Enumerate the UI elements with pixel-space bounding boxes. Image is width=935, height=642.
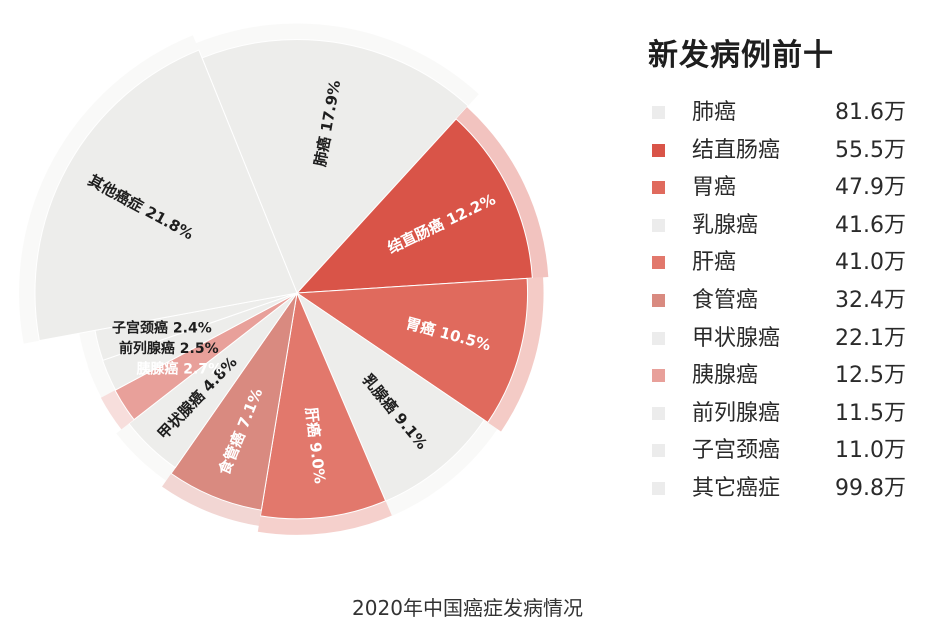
legend-swatch — [652, 256, 665, 270]
legend-item: 乳腺癌 41.6万 — [640, 209, 920, 247]
legend-item-value: 41.6万 — [835, 212, 906, 238]
pie-slice — [34, 49, 298, 342]
pie-slice-label: 肝癌 9.0% — [302, 406, 329, 484]
pie-slice — [170, 292, 298, 511]
slice-percent: 2.7% — [178, 361, 222, 377]
legend-item-value: 11.5万 — [835, 400, 906, 426]
rose-pie-chart: 肺癌 17.9%结直肠癌 12.2%胃癌 10.5%乳腺癌 9.1%肝癌 9.0… — [34, 39, 549, 535]
pie-slice — [295, 277, 529, 424]
legend-item-name: 子宫颈癌 — [692, 438, 781, 464]
chart-caption: 2020年中国癌症发病情况 — [352, 596, 583, 620]
legend: 新发病例前十 肺癌 81.6万结直肠癌 55.5万胃癌 47.9万乳腺癌 41.6万肝癌… — [640, 30, 920, 510]
legend-swatch — [652, 181, 665, 195]
slice-percent: 2.5% — [175, 341, 219, 357]
legend-swatch — [652, 106, 665, 119]
legend-item: 肺癌 81.6万 — [640, 96, 920, 134]
legend-item-name: 前列腺癌 — [692, 400, 781, 426]
legend-item-name: 其它癌症 — [692, 475, 781, 501]
pie-slice — [259, 291, 387, 520]
legend-item-name: 肺癌 — [692, 100, 737, 125]
pie-slice — [201, 39, 469, 294]
slice-name: 肺癌 — [311, 135, 334, 168]
legend-item-value: 47.9万 — [835, 175, 906, 201]
legend-item-value: 32.4万 — [835, 287, 906, 313]
legend-item-name: 胰腺癌 — [692, 363, 759, 389]
slice-percent: 9.0% — [306, 436, 329, 485]
legend-swatch — [652, 293, 665, 307]
legend-item-name: 肝癌 — [692, 250, 737, 276]
legend-item-name: 胃癌 — [692, 175, 737, 201]
legend-swatch — [652, 481, 665, 495]
legend-item: 食管癌 32.4万 — [640, 284, 920, 322]
pie-slice — [114, 292, 298, 421]
legend-item-value: 41.0万 — [835, 250, 906, 276]
slice-name: 前列腺癌 — [119, 340, 175, 357]
legend-item: 胰腺癌 12.5万 — [640, 359, 920, 397]
legend-title: 新发病例前十 — [648, 38, 834, 73]
slice-name: 子宫颈癌 — [112, 320, 168, 337]
pie-slice-label: 前列腺癌 2.5% — [119, 340, 219, 357]
legend-swatch — [652, 143, 665, 157]
legend-item-value: 55.5万 — [835, 137, 906, 163]
legend-item-name: 食管癌 — [692, 287, 759, 313]
slice-percent: 2.4% — [168, 321, 212, 337]
pie-slice-label: 子宫颈癌 2.4% — [112, 320, 212, 337]
legend-swatch — [652, 406, 665, 420]
legend-swatch — [652, 369, 665, 383]
legend-item: 结直肠癌 55.5万 — [640, 134, 920, 172]
slice-name: 肝癌 — [302, 406, 323, 438]
legend-item-value: 81.6万 — [835, 100, 906, 125]
legend-item: 胃癌 47.9万 — [640, 171, 920, 209]
legend-item: 前列腺癌 11.5万 — [640, 397, 920, 435]
legend-item-name: 甲状腺癌 — [692, 325, 781, 351]
legend-item-value: 11.0万 — [835, 438, 906, 464]
legend-item-value: 12.5万 — [835, 363, 906, 389]
legend-item: 子宫颈癌 11.0万 — [640, 434, 920, 472]
legend-swatch — [652, 218, 665, 232]
legend-item: 肝癌 41.0万 — [640, 246, 920, 284]
legend-item-value: 22.1万 — [835, 325, 906, 351]
pie-slice — [128, 292, 298, 469]
pie-slice — [295, 291, 485, 502]
legend-swatch — [652, 444, 665, 458]
pie-slice-label: 胰腺癌 2.7% — [136, 360, 222, 377]
legend-item-name: 结直肠癌 — [692, 137, 781, 163]
legend-item: 甲状腺癌 22.1万 — [640, 322, 920, 360]
legend-item: 其它癌症 99.8万 — [640, 472, 920, 510]
pie-slice — [295, 118, 533, 294]
legend-item-value: 99.8万 — [835, 475, 906, 501]
slice-name: 胰腺癌 — [136, 360, 178, 377]
legend-item-name: 乳腺癌 — [692, 212, 759, 238]
legend-swatch — [652, 331, 665, 345]
